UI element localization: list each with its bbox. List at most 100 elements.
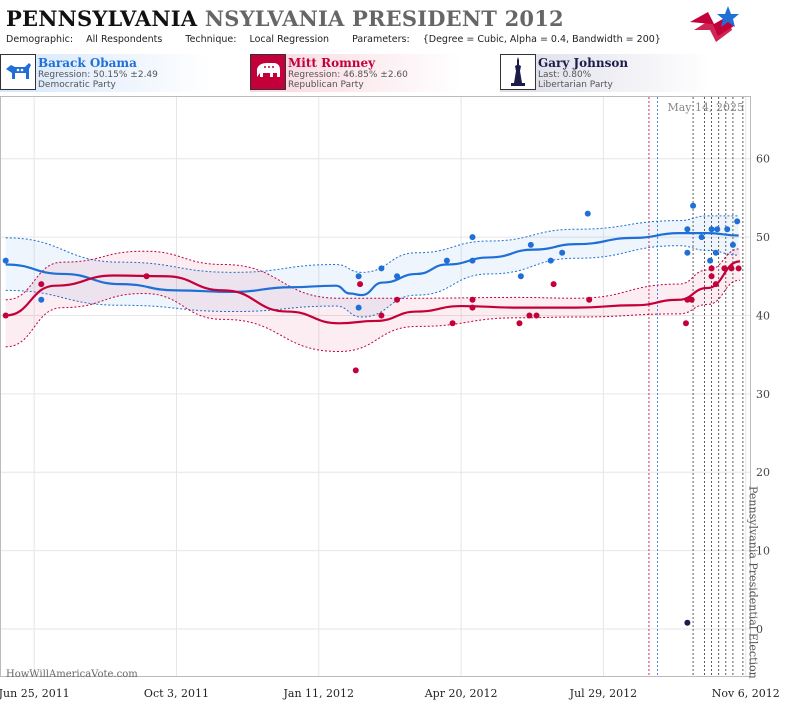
poll-point: [684, 296, 691, 303]
chart-area: 0 10 20 30 40 50 60 Jun 25, 2011 Oct 3, 2011 Jan…: [0, 96, 789, 704]
poll-point: [698, 234, 705, 241]
poll-points: [2, 202, 742, 626]
poll-point: [684, 619, 691, 626]
poll-point: [2, 257, 9, 264]
candidate-name: Barack Obama: [38, 56, 137, 70]
poll-point: [469, 296, 476, 303]
poll-point: [735, 265, 742, 272]
poll-point: [684, 249, 691, 256]
poll-point: [449, 320, 456, 327]
poll-point: [712, 281, 719, 288]
poll-point: [378, 265, 385, 272]
title-rest: NSYLVANIA PRESIDENT 2012: [204, 6, 564, 31]
x-tick-label: Jul 29, 2012: [569, 687, 638, 700]
poll-point: [714, 226, 721, 233]
technique-value[interactable]: Local Regression: [249, 34, 330, 45]
elephant-icon: [250, 54, 286, 90]
donkey-icon: [0, 54, 36, 90]
date-label: May 14, 2025: [667, 101, 744, 114]
poll-point: [143, 273, 150, 280]
watermark: HowWillAmericaVote.com: [6, 669, 138, 680]
demographic-label: Demographic:: [6, 34, 74, 45]
poll-point: [394, 296, 401, 303]
candidate-party: Libertarian Party: [538, 80, 613, 90]
poll-point: [394, 273, 401, 280]
parameters-value[interactable]: {Degree = Cubic, Alpha = 0.4, Bandwidth …: [422, 34, 661, 45]
plot-frame: [0, 96, 751, 677]
band-lower-line: [5, 245, 739, 318]
poll-point: [533, 312, 540, 319]
trend-line: [5, 260, 741, 325]
y-axis-ticks: 0 10 20 30 40 50 60: [756, 153, 770, 636]
y-tick-label: 40: [756, 309, 770, 322]
poll-point: [469, 234, 476, 241]
confidence-band: [5, 215, 739, 318]
poll-point: [728, 265, 735, 272]
page-title: PENNSYLVANIA NSYLVANIA PRESIDENT 2012: [6, 6, 564, 31]
poll-point: [724, 226, 731, 233]
y-tick-label: 50: [756, 231, 770, 244]
candidate-party: Democratic Party: [38, 80, 116, 90]
candidate-name: Gary Johnson: [538, 56, 629, 70]
trend-lines: [5, 232, 741, 325]
x-axis-ticks: Jun 25, 2011 Oct 3, 2011 Jan 11, 2012 Apr 2…: [0, 687, 780, 700]
grid: [1, 97, 750, 676]
poll-point: [38, 296, 45, 303]
poll-point: [355, 304, 362, 311]
poll-point: [586, 296, 593, 303]
poll-point: [527, 241, 534, 248]
poll-point: [584, 210, 591, 217]
poll-point: [559, 249, 566, 256]
site-logo-icon[interactable]: [688, 4, 740, 48]
poll-point: [516, 320, 523, 327]
candidate-stat: Regression: 50.15% ±2.49: [38, 70, 158, 80]
poll-chart: 0 10 20 30 40 50 60 Jun 25, 2011 Oct 3, 2011 Jan…: [0, 96, 780, 700]
candidate-romney[interactable]: Mitt Romney Regression: 46.85% ±2.60 Rep…: [250, 54, 498, 92]
poll-point: [469, 304, 476, 311]
poll-point: [708, 265, 715, 272]
poll-point: [688, 296, 695, 303]
poll-point: [708, 226, 715, 233]
candidate-legend: Barack Obama Regression: 50.15% ±2.49 De…: [0, 54, 789, 94]
trend-line: [5, 232, 739, 297]
poll-point: [38, 281, 45, 288]
candidate-obama[interactable]: Barack Obama Regression: 50.15% ±2.49 De…: [0, 54, 248, 92]
poll-point: [734, 218, 741, 225]
candidate-stat: Regression: 46.85% ±2.60: [288, 70, 408, 80]
y-tick-label: 0: [756, 623, 763, 636]
statue-of-liberty-icon: [500, 54, 536, 90]
poll-point: [2, 312, 9, 319]
poll-point: [550, 281, 557, 288]
x-tick-label: Oct 3, 2011: [144, 687, 209, 700]
poll-point: [682, 320, 689, 327]
poll-point: [684, 226, 691, 233]
poll-point: [443, 257, 450, 264]
y-tick-label: 60: [756, 153, 770, 166]
candidate-johnson[interactable]: Gary Johnson Last: 0.80% Libertarian Par…: [500, 54, 748, 92]
demographic-value[interactable]: All Respondents: [86, 34, 163, 45]
y-tick-label: 10: [756, 545, 770, 558]
poll-point: [721, 265, 728, 272]
poll-point: [707, 257, 714, 264]
poll-point: [526, 312, 533, 319]
candidate-stat: Last: 0.80%: [538, 70, 592, 80]
poll-end-lines: [648, 97, 744, 676]
parameters-label: Parameters:: [352, 34, 410, 45]
poll-point: [378, 312, 385, 319]
candidate-name: Mitt Romney: [288, 56, 376, 70]
y-tick-label: 20: [756, 466, 770, 479]
poll-point: [547, 257, 554, 264]
poll-point: [352, 367, 359, 374]
candidate-party: Republican Party: [288, 80, 364, 90]
x-tick-label: Jun 25, 2011: [0, 687, 70, 700]
band-lower-line: [5, 279, 741, 353]
poll-point: [469, 257, 476, 264]
x-tick-label: Apr 20, 2012: [424, 687, 498, 700]
technique-label: Technique:: [185, 34, 237, 45]
poll-point: [708, 273, 715, 280]
poll-point: [355, 273, 362, 280]
x-tick-label: Jan 11, 2012: [283, 687, 355, 700]
y-tick-label: 30: [756, 388, 770, 401]
election-label: Pennsylvania Presidential Election: [747, 486, 760, 679]
poll-point: [712, 249, 719, 256]
